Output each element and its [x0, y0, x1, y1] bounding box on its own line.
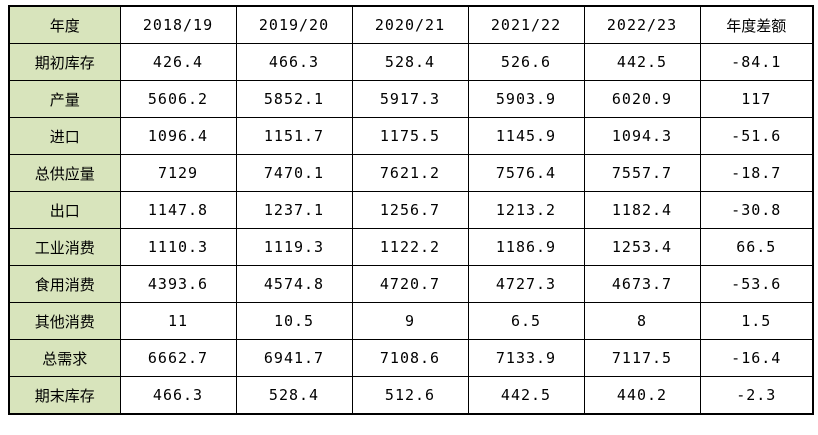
- table-cell: 4574.8: [235, 265, 353, 303]
- table-cell: 9: [351, 302, 469, 340]
- table-cell: -30.8: [699, 191, 814, 229]
- row-label: 期初库存: [8, 43, 121, 81]
- table-cell: 466.3: [119, 376, 237, 415]
- table-cell: 4727.3: [467, 265, 585, 303]
- table-cell: -2.3: [699, 376, 814, 415]
- row-label: 进口: [8, 117, 121, 155]
- table-row: 工业消费 1110.3 1119.3 1122.2 1186.9 1253.4 66.5: [8, 228, 814, 266]
- table-cell: 7117.5: [583, 339, 701, 377]
- row-label: 总供应量: [8, 154, 121, 192]
- row-label: 期末库存: [8, 376, 121, 415]
- table-cell: 528.4: [351, 43, 469, 81]
- table-row: 总供应量 7129 7470.1 7621.2 7576.4 7557.7 -18.7: [8, 154, 814, 192]
- table-row: 期初库存 426.4 466.3 528.4 526.6 442.5 -84.1: [8, 43, 814, 81]
- table-row: 食用消费 4393.6 4574.8 4720.7 4727.3 4673.7 -53.6: [8, 265, 814, 303]
- table-cell: 442.5: [583, 43, 701, 81]
- table-cell: 1253.4: [583, 228, 701, 266]
- table-cell: 7470.1: [235, 154, 353, 192]
- table-cell: 5852.1: [235, 80, 353, 118]
- table-row: 产量 5606.2 5852.1 5917.3 5903.9 6020.9 117: [8, 80, 814, 118]
- table-cell: 1175.5: [351, 117, 469, 155]
- table-cell: 1213.2: [467, 191, 585, 229]
- supply-demand-balance-table: 年度 2018/19 2019/20 2020/21 2021/22 2022/23 年度差…: [8, 5, 814, 415]
- column-header: 2021/22: [467, 5, 585, 44]
- table-cell: 1147.8: [119, 191, 237, 229]
- corner-header-year: 年度: [8, 5, 121, 44]
- table-row: 期末库存 466.3 528.4 512.6 442.5 440.2 -2.3: [8, 376, 814, 415]
- table-cell: 117: [699, 80, 814, 118]
- table-cell: 7129: [119, 154, 237, 192]
- table-cell: -16.4: [699, 339, 814, 377]
- table-cell: 1186.9: [467, 228, 585, 266]
- table-cell: 4393.6: [119, 265, 237, 303]
- table-cell: 8: [583, 302, 701, 340]
- row-label: 总需求: [8, 339, 121, 377]
- row-label: 出口: [8, 191, 121, 229]
- row-label: 产量: [8, 80, 121, 118]
- table-row: 总需求 6662.7 6941.7 7108.6 7133.9 7117.5 -16.4: [8, 339, 814, 377]
- table-cell: 10.5: [235, 302, 353, 340]
- table-cell: 1237.1: [235, 191, 353, 229]
- table-row: 出口 1147.8 1237.1 1256.7 1213.2 1182.4 -30.8: [8, 191, 814, 229]
- table-cell: 1096.4: [119, 117, 237, 155]
- table-cell: -84.1: [699, 43, 814, 81]
- table-cell: 1094.3: [583, 117, 701, 155]
- table-cell: -18.7: [699, 154, 814, 192]
- table-cell: 1145.9: [467, 117, 585, 155]
- table-cell: -51.6: [699, 117, 814, 155]
- row-label: 食用消费: [8, 265, 121, 303]
- table-cell: 5903.9: [467, 80, 585, 118]
- table-cell: 11: [119, 302, 237, 340]
- table-cell: 1151.7: [235, 117, 353, 155]
- table-row: 进口 1096.4 1151.7 1175.5 1145.9 1094.3 -51.6: [8, 117, 814, 155]
- row-label: 工业消费: [8, 228, 121, 266]
- table-cell: 7557.7: [583, 154, 701, 192]
- table-cell: 526.6: [467, 43, 585, 81]
- table-cell: 66.5: [699, 228, 814, 266]
- table-cell: 512.6: [351, 376, 469, 415]
- table-cell: 7621.2: [351, 154, 469, 192]
- row-label: 其他消费: [8, 302, 121, 340]
- table-cell: 7133.9: [467, 339, 585, 377]
- table-cell: 7576.4: [467, 154, 585, 192]
- table-cell: 1122.2: [351, 228, 469, 266]
- column-header: 年度差额: [699, 5, 814, 44]
- column-header: 2018/19: [119, 5, 237, 44]
- table-cell: 4673.7: [583, 265, 701, 303]
- table-cell: 6020.9: [583, 80, 701, 118]
- table-cell: 528.4: [235, 376, 353, 415]
- table-cell: 5606.2: [119, 80, 237, 118]
- table-cell: 1.5: [699, 302, 814, 340]
- table-header-row: 年度 2018/19 2019/20 2020/21 2021/22 2022/23 年度差…: [8, 5, 814, 44]
- table-body: 期初库存 426.4 466.3 528.4 526.6 442.5 -84.1 产量 5606…: [8, 43, 814, 415]
- table-cell: 440.2: [583, 376, 701, 415]
- table-cell: -53.6: [699, 265, 814, 303]
- table-cell: 6941.7: [235, 339, 353, 377]
- table-cell: 1182.4: [583, 191, 701, 229]
- table-header: 年度 2018/19 2019/20 2020/21 2021/22 2022/23 年度差…: [8, 5, 814, 44]
- table-cell: 5917.3: [351, 80, 469, 118]
- table-row: 其他消费 11 10.5 9 6.5 8 1.5: [8, 302, 814, 340]
- table-cell: 426.4: [119, 43, 237, 81]
- table-cell: 1119.3: [235, 228, 353, 266]
- table-cell: 4720.7: [351, 265, 469, 303]
- table-cell: 442.5: [467, 376, 585, 415]
- column-header: 2020/21: [351, 5, 469, 44]
- table-cell: 466.3: [235, 43, 353, 81]
- table-cell: 1110.3: [119, 228, 237, 266]
- table-cell: 7108.6: [351, 339, 469, 377]
- table-cell: 6.5: [467, 302, 585, 340]
- column-header: 2022/23: [583, 5, 701, 44]
- column-header: 2019/20: [235, 5, 353, 44]
- table-cell: 6662.7: [119, 339, 237, 377]
- table-cell: 1256.7: [351, 191, 469, 229]
